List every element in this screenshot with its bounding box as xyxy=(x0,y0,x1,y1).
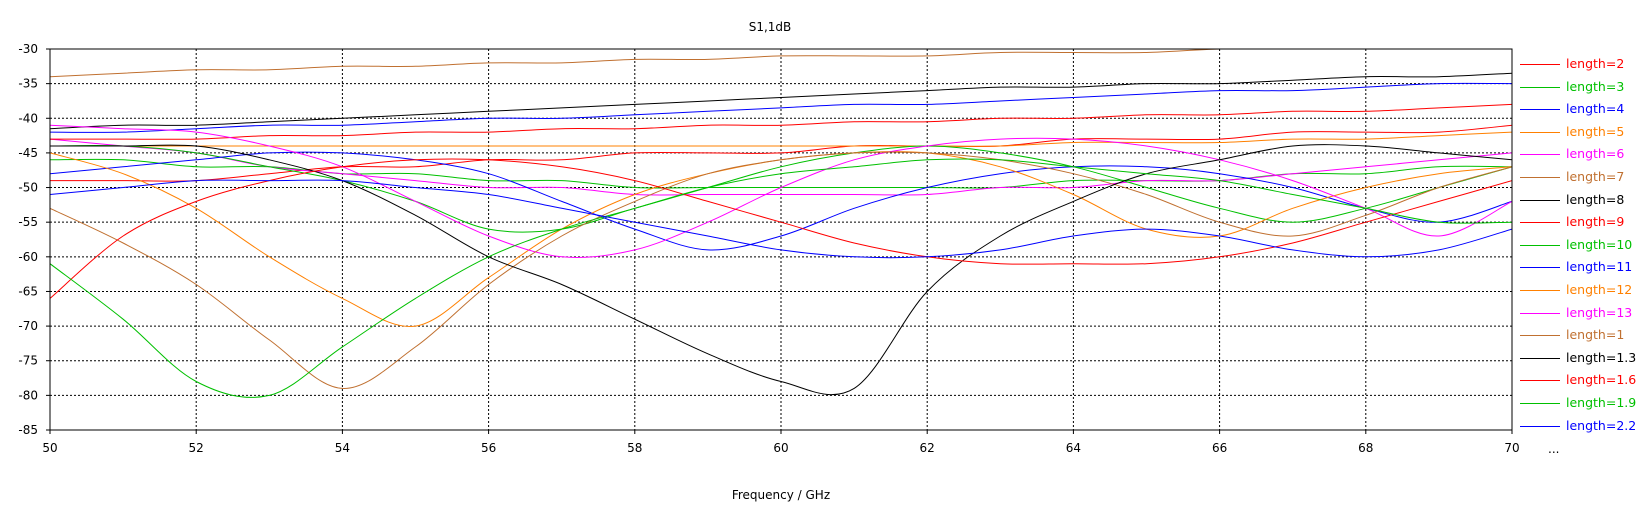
series-line-length-4 xyxy=(50,82,1512,133)
legend-item[interactable]: length=1.9 xyxy=(1520,393,1648,416)
series-layer xyxy=(50,49,1512,398)
legend-label: length=11 xyxy=(1566,259,1633,275)
x-tick-label: 56 xyxy=(481,441,496,455)
legend-swatch xyxy=(1520,199,1560,201)
x-tick-label: 68 xyxy=(1358,441,1373,455)
x-tick-label: 62 xyxy=(920,441,935,455)
x-tick-label: 60 xyxy=(773,441,788,455)
y-tick-label: -30 xyxy=(18,42,38,56)
y-tick-label: -40 xyxy=(18,111,38,125)
legend-swatch xyxy=(1520,267,1560,269)
legend-label: length=2.2 xyxy=(1566,417,1637,433)
legend-label: length=2 xyxy=(1566,56,1625,71)
legend-item[interactable]: length=8 xyxy=(1520,190,1648,213)
legend-item[interactable]: length=12 xyxy=(1520,280,1648,303)
legend-swatch xyxy=(1520,64,1560,65)
legend-item[interactable]: length=5 xyxy=(1520,122,1648,145)
series-line-length-5 xyxy=(50,131,1512,147)
legend-item[interactable]: length=1.6 xyxy=(1520,370,1648,393)
legend-item[interactable]: length=2 xyxy=(1520,54,1648,77)
series-line-length-13 xyxy=(50,124,1512,259)
legend-item[interactable]: length=4 xyxy=(1520,99,1648,122)
y-tick-label: -80 xyxy=(18,388,38,402)
legend-swatch xyxy=(1520,380,1560,382)
series-line-length-8 xyxy=(50,72,1512,130)
x-tick-label: 58 xyxy=(627,441,642,455)
legend-more-row[interactable]: ... xyxy=(1520,438,1648,461)
legend-label: length=6 xyxy=(1566,146,1625,162)
legend-label: length=1.6 xyxy=(1566,372,1637,388)
series-line-length-10 xyxy=(50,144,1512,233)
legend-item[interactable]: length=3 xyxy=(1520,77,1648,100)
x-tick-label: 64 xyxy=(1066,441,1081,455)
legend-label: length=1 xyxy=(1566,327,1625,343)
series-line-length-9 xyxy=(50,103,1512,140)
series-line-length-1-6 xyxy=(50,158,1512,299)
legend-item[interactable]: length=1.3 xyxy=(1520,348,1648,371)
y-tick-label: -75 xyxy=(18,354,38,368)
x-axis: 50 52 54 56 58 60 62 64 66 68 70 xyxy=(42,430,1520,455)
legend[interactable]: length=2 length=3 length=4 length=5 length=6… xyxy=(1520,54,1648,461)
legend-swatch xyxy=(1520,289,1560,291)
legend-swatch xyxy=(1520,176,1560,178)
series-line-length-11 xyxy=(50,151,1512,251)
legend-item[interactable]: length=13 xyxy=(1520,303,1648,326)
y-tick-label: -35 xyxy=(18,77,38,91)
legend-label: length=1.9 xyxy=(1566,394,1637,410)
x-tick-label: 70 xyxy=(1504,441,1519,455)
legend-swatch xyxy=(1520,335,1560,337)
y-tick-label: -45 xyxy=(18,146,38,160)
x-tick-label: 66 xyxy=(1212,441,1227,455)
legend-item[interactable]: length=9 xyxy=(1520,212,1648,235)
series-line-length-2 xyxy=(50,124,1512,182)
legend-label: length=13 xyxy=(1566,304,1633,320)
legend-label: length=9 xyxy=(1566,214,1625,230)
legend-label: length=5 xyxy=(1566,123,1625,139)
grid-lines xyxy=(50,49,1512,430)
y-axis: -30 -35 -40 -45 -50 -55 -60 -65 -70 -75 -80 -85 xyxy=(18,42,50,437)
legend-label: length=7 xyxy=(1566,168,1625,184)
legend-label: length=1.3 xyxy=(1566,349,1637,365)
chart-title: S1,1dB xyxy=(748,20,792,34)
series-line-length-2-2 xyxy=(50,179,1512,259)
legend-item[interactable]: length=2.2 xyxy=(1520,416,1648,439)
series-line-length-6 xyxy=(50,138,1512,196)
y-tick-label: -60 xyxy=(18,250,38,264)
legend-swatch xyxy=(1520,402,1560,404)
legend-item[interactable]: length=1 xyxy=(1520,325,1648,348)
legend-item[interactable]: length=10 xyxy=(1520,235,1648,258)
y-tick-label: -70 xyxy=(18,319,38,333)
legend-swatch xyxy=(1520,425,1560,427)
legend-swatch xyxy=(1520,244,1560,246)
legend-item[interactable]: length=7 xyxy=(1520,167,1648,190)
legend-item[interactable]: length=11 xyxy=(1520,257,1648,280)
x-tick-label: 50 xyxy=(42,441,57,455)
legend-item[interactable]: length=6 xyxy=(1520,144,1648,167)
legend-swatch xyxy=(1520,222,1560,224)
legend-label: length=10 xyxy=(1566,236,1633,252)
legend-swatch xyxy=(1520,154,1560,156)
legend-label: length=8 xyxy=(1566,191,1625,207)
legend-more-ellipsis: ... xyxy=(1548,442,1560,457)
legend-swatch xyxy=(1520,357,1560,359)
x-tick-label: 54 xyxy=(335,441,350,455)
series-line-length-7 xyxy=(50,49,1512,78)
series-line-length-1-9 xyxy=(50,158,1512,398)
legend-swatch xyxy=(1520,131,1560,133)
y-tick-label: -55 xyxy=(18,215,38,229)
series-line-length-1-3 xyxy=(50,144,1512,396)
legend-label: length=12 xyxy=(1566,281,1633,297)
legend-label: length=3 xyxy=(1566,78,1625,94)
y-tick-label: -50 xyxy=(18,181,38,195)
legend-swatch xyxy=(1520,109,1560,111)
x-axis-label: Frequency / GHz xyxy=(731,488,831,502)
x-tick-label: 52 xyxy=(189,441,204,455)
legend-label: length=4 xyxy=(1566,101,1625,117)
y-tick-label: -85 xyxy=(18,423,38,437)
series-line-length-1 xyxy=(50,151,1512,389)
legend-swatch xyxy=(1520,86,1560,88)
legend-swatch xyxy=(1520,312,1560,314)
y-tick-label: -65 xyxy=(18,284,38,298)
